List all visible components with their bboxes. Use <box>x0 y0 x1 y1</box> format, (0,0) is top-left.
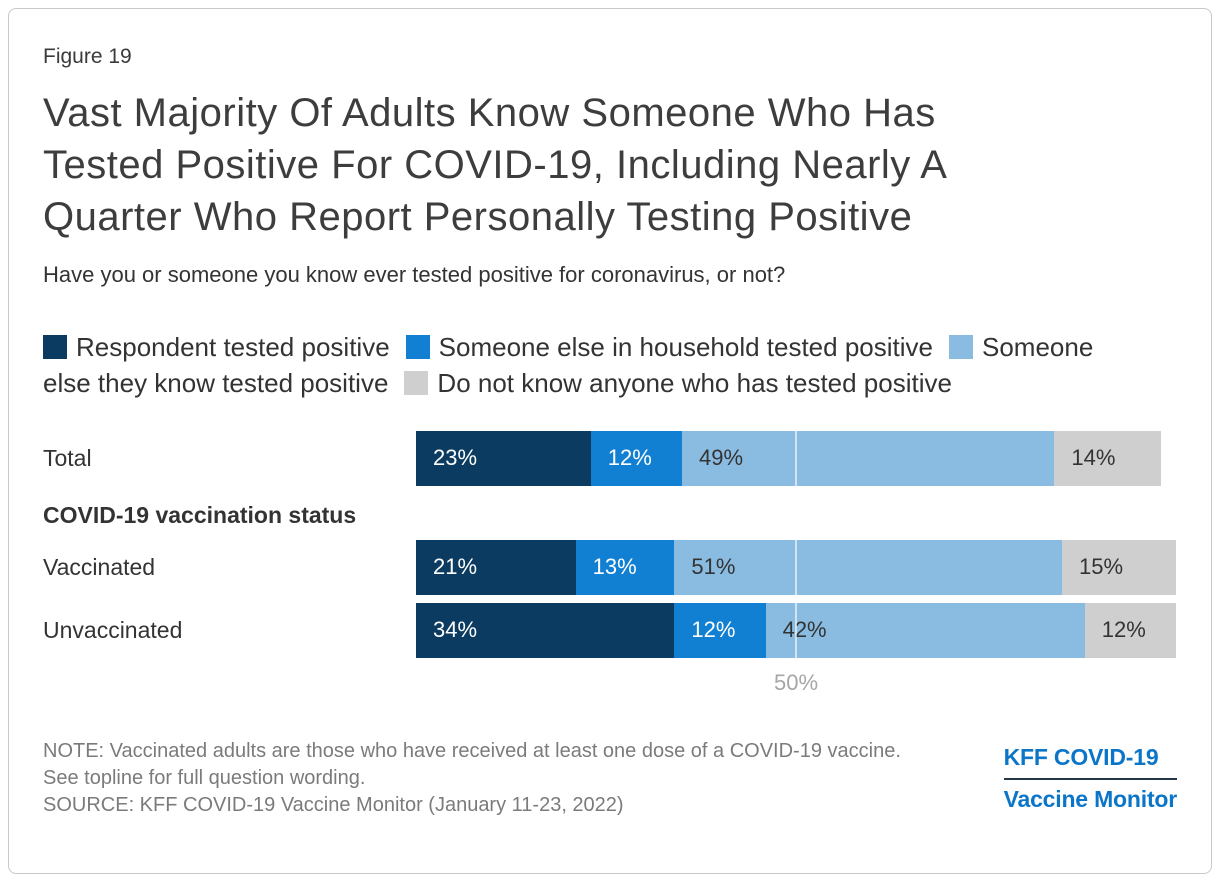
bar-stack: 34% 12% 42% 12% <box>416 602 1176 658</box>
bar-segment: 12% <box>1084 602 1176 658</box>
bar-segment-value: 34% <box>433 617 478 643</box>
section-header: COVID-19 vaccination status <box>43 501 357 528</box>
note-text: NOTE: Vaccinated adults are those who ha… <box>43 739 901 789</box>
chart-rows-bottom: Vaccinated 21% 13% 51% 15% Unvaccinated 34% 12%… <box>43 539 1176 658</box>
legend: Respondent tested positive Someone else i… <box>43 329 1103 401</box>
bar-segment-value: 14% <box>1071 445 1116 471</box>
bar-segment-value: 42% <box>782 617 827 643</box>
bar-segment-value: 15% <box>1078 554 1124 580</box>
bar-segment: 12% <box>590 430 682 486</box>
kff-vaccine-monitor-logo: KFF COVID-19 Vaccine Monitor <box>1003 744 1178 813</box>
row-label: Vaccinated <box>43 553 156 580</box>
legend-item-label: Respondent tested positive <box>76 331 390 362</box>
gridline-50 <box>795 430 797 658</box>
row-label: Unvaccinated <box>43 616 183 643</box>
bar-segment-value: 23% <box>433 445 478 471</box>
legend-item-label: Someone else in household tested positiv… <box>438 331 933 362</box>
bar-segment: 23% <box>416 430 591 486</box>
bar-segment: 49% <box>681 430 1055 486</box>
row-label: Total <box>43 444 92 471</box>
bar-stack: 21% 13% 51% 15% <box>416 539 1176 595</box>
figure-frame: Figure 19 Vast Majority Of Adults Know S… <box>8 8 1212 874</box>
title-line-1: Vast Majority Of Adults Know Someone Who… <box>43 91 936 135</box>
bar-segment-value: 12% <box>607 445 652 471</box>
survey-question: Have you or someone you know ever tested… <box>43 262 786 287</box>
axis-tick-label: 50% <box>773 669 819 695</box>
note-block: NOTE: Vaccinated adults are those who ha… <box>43 738 923 819</box>
logo-line-2: Vaccine Monitor <box>1003 785 1178 812</box>
source-text: SOURCE: KFF COVID-19 Vaccine Monitor (Ja… <box>43 793 624 816</box>
legend-swatch-blue <box>405 334 430 359</box>
bar-stack: 23% 12% 49% 14% <box>416 430 1176 486</box>
bar-segment: 34% <box>416 602 675 658</box>
figure-label: Figure 19 <box>43 45 132 68</box>
legend-item-label: Someone else they know tested positive <box>43 331 1094 398</box>
bar-segment: 14% <box>1054 430 1161 486</box>
bar-row: Total 23% 12% 49% 14% <box>43 430 1176 486</box>
bar-segment: 12% <box>674 602 766 658</box>
bar-chart: Total 23% 12% 49% 14% COVID-19 vaccination s… <box>43 430 1176 658</box>
legend-item: Do not know anyone who has tested positi… <box>404 368 952 398</box>
bar-segment: 42% <box>765 602 1085 658</box>
page-title: Vast Majority Of Adults Know Someone Who… <box>43 87 1177 243</box>
legend-swatch-lightblue <box>949 334 973 359</box>
legend-item: Someone else in household tested positiv… <box>405 331 933 362</box>
bar-segment-value: 51% <box>691 554 736 580</box>
legend-item: Respondent tested positive <box>43 332 390 362</box>
legend-item-label: Do not know anyone who has tested positi… <box>437 367 952 398</box>
bar-segment: 13% <box>575 539 675 595</box>
bar-segment-value: 12% <box>691 617 736 643</box>
bar-row: Vaccinated 21% 13% 51% 15% <box>43 539 1176 595</box>
legend-item: Someone else they know tested positive <box>43 332 1093 398</box>
legend-swatch-navy <box>43 334 67 359</box>
bar-segment: 51% <box>674 539 1062 595</box>
bar-row: Unvaccinated 34% 12% 42% 12% <box>43 602 1176 658</box>
bar-segment-value: 12% <box>1101 617 1146 643</box>
title-line-2: Tested Positive For COVID-19, Including … <box>43 143 948 187</box>
bar-segment-value: 13% <box>592 554 637 580</box>
footer: NOTE: Vaccinated adults are those who ha… <box>43 738 1177 819</box>
bar-segment: 15% <box>1061 539 1176 595</box>
chart-rows-top: Total 23% 12% 49% 14% <box>43 430 1176 486</box>
bar-segment-value: 49% <box>698 445 744 471</box>
legend-swatch-gray <box>404 370 429 395</box>
title-line-3: Quarter Who Report Personally Testing Po… <box>43 195 913 239</box>
bar-segment: 21% <box>416 539 576 595</box>
bar-segment-value: 21% <box>433 554 478 580</box>
logo-line-1: KFF COVID-19 <box>1003 744 1177 780</box>
